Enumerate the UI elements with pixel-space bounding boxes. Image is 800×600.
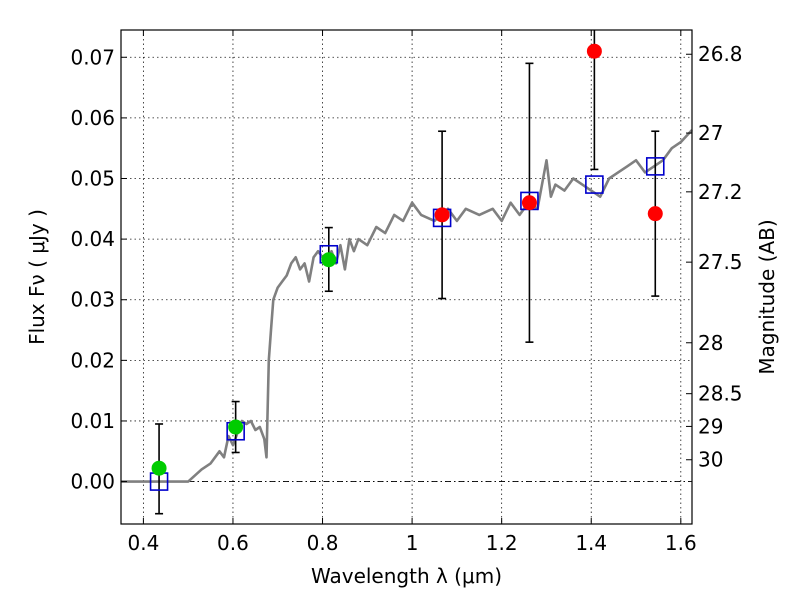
x-tick-label: 1.6 [665,531,697,555]
x-tick-label: 0.6 [217,531,249,555]
model-square-marker [585,175,604,194]
axis-ticks: 0.4 0.6 0.8 1 1.2 1.4 1.6 0.00 0.01 0.02 0.03 0.04 0… [70,30,743,555]
spectrum-line [121,129,693,483]
right-axis-label: Magnitude (AB) [755,219,779,374]
x-tick-label: 1 [406,531,419,555]
y-tick-label: 0.07 [70,45,115,69]
y-axis-label: Flux Fν ( μJy ) [25,209,49,345]
mag-tick-label: 28.5 [698,382,743,406]
data-points [149,30,665,515]
mag-tick-label: 27.5 [698,250,743,274]
upper-limit-point [647,206,663,222]
y-tick-label: 0.01 [70,409,115,433]
detection-point [151,460,167,476]
y-tick-label: 0.00 [70,470,115,494]
x-tick-label: 1.4 [575,531,607,555]
x-tick-label: 0.8 [307,531,339,555]
y-tick-label: 0.06 [70,106,115,130]
detection-point [228,419,244,435]
mag-tick-label: 28 [698,331,723,355]
x-axis-label: Wavelength λ (μm) [311,564,502,588]
grid [121,30,692,524]
y-tick-label: 0.03 [70,288,115,312]
upper-limit-point [586,43,602,59]
upper-limit-point [434,207,450,223]
mag-tick-label: 29 [698,414,723,438]
detection-point [321,252,337,268]
model-spectrum [121,129,693,483]
mag-tick-label: 30 [698,448,723,472]
mag-tick-label: 26.8 [698,42,743,66]
mag-tick-label: 27.2 [698,180,743,204]
y-tick-label: 0.02 [70,348,115,372]
model-square-marker [645,157,665,176]
mag-tick-label: 27 [698,121,723,145]
plot-frame [120,29,693,525]
x-tick-label: 1.2 [486,531,518,555]
y-tick-label: 0.04 [70,227,115,251]
upper-limit-point [521,195,537,211]
x-tick-label: 0.4 [127,531,159,555]
y-tick-label: 0.05 [70,167,115,191]
